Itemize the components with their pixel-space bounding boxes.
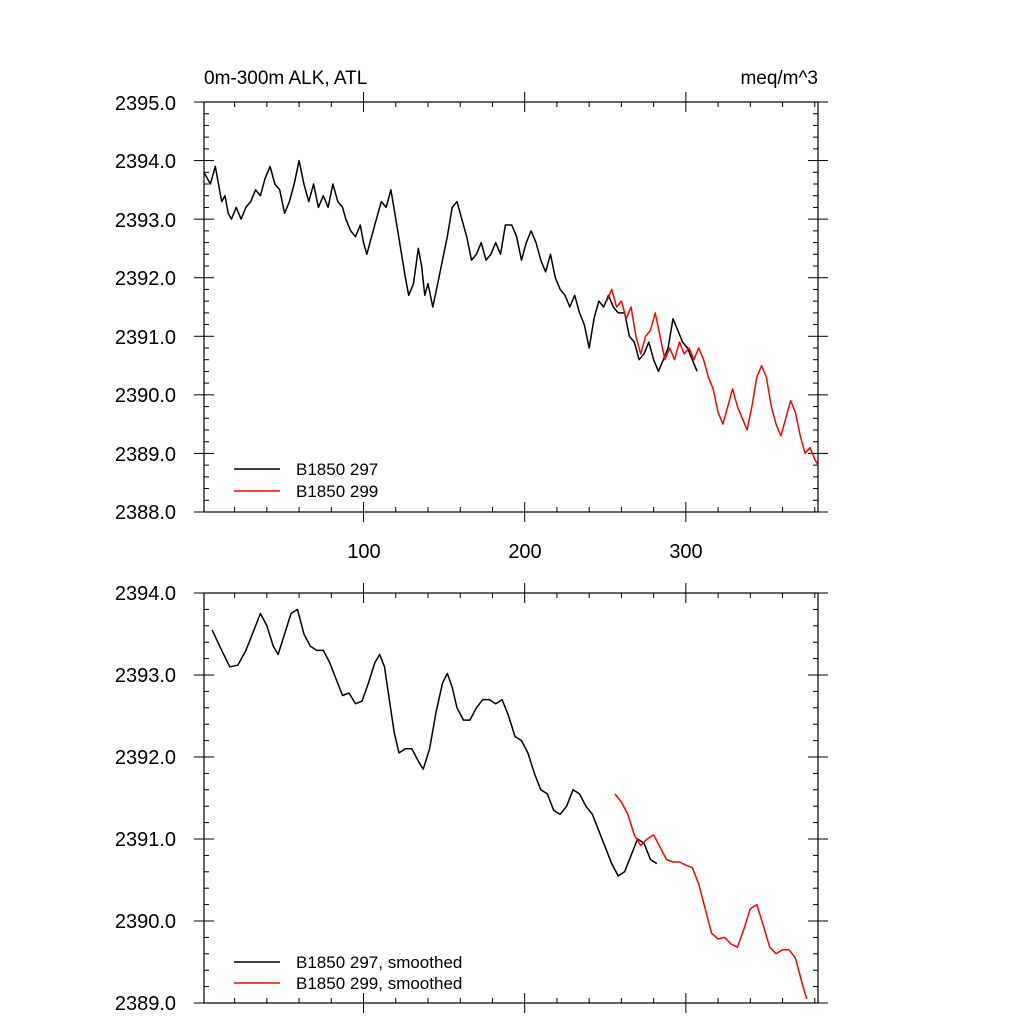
legend-label: B1850 299	[296, 482, 378, 501]
y-tick-label: 2394.0	[115, 151, 176, 173]
top-ticks	[194, 92, 828, 522]
y-tick-label: 2392.0	[115, 747, 176, 769]
y-tick-label: 2390.0	[115, 385, 176, 407]
top-panel: 0m-300m ALK, ATL meq/m^3 2388.0 2389.0 2…	[115, 68, 828, 563]
y-tick-label: 2391.0	[115, 327, 176, 349]
y-tick-label: 2393.0	[115, 210, 176, 232]
series-line-b1850-299-smoothed	[614, 793, 808, 1000]
bottom-legend: B1850 297, smoothed B1850 299, smoothed	[234, 953, 462, 993]
series-line-b1850-297	[203, 159, 698, 373]
y-tick-label: 2389.0	[115, 993, 176, 1015]
y-tick-label: 2395.0	[115, 93, 176, 115]
y-tick-label: 2394.0	[115, 583, 176, 605]
bottom-panel: 2389.0 2390.0 2391.0 2392.0 2393.0 2394.…	[115, 583, 828, 1015]
y-tick-label: 2392.0	[115, 268, 176, 290]
bottom-ticks	[194, 583, 828, 1013]
x-tick-label: 300	[669, 541, 702, 563]
legend-label: B1850 297, smoothed	[296, 953, 462, 972]
top-chart-units: meq/m^3	[740, 68, 818, 89]
bottom-series-lines	[211, 608, 808, 1000]
legend-label: B1850 299, smoothed	[296, 974, 462, 993]
x-tick-label: 100	[347, 541, 380, 563]
top-plot-frame	[203, 101, 819, 513]
y-tick-label: 2389.0	[115, 444, 176, 466]
top-series-lines	[203, 159, 819, 466]
y-tick-label: 2393.0	[115, 665, 176, 687]
bottom-plot-frame	[203, 592, 819, 1004]
top-chart-title: 0m-300m ALK, ATL	[204, 68, 367, 89]
series-line-b1850-297-smoothed	[211, 608, 658, 877]
x-tick-label: 200	[508, 541, 541, 563]
top-legend: B1850 297 B1850 299	[234, 460, 378, 501]
legend-label: B1850 297	[296, 460, 378, 479]
y-tick-label: 2390.0	[115, 911, 176, 933]
y-tick-label: 2391.0	[115, 829, 176, 851]
series-line-b1850-299	[606, 288, 819, 466]
y-tick-label: 2388.0	[115, 502, 176, 524]
